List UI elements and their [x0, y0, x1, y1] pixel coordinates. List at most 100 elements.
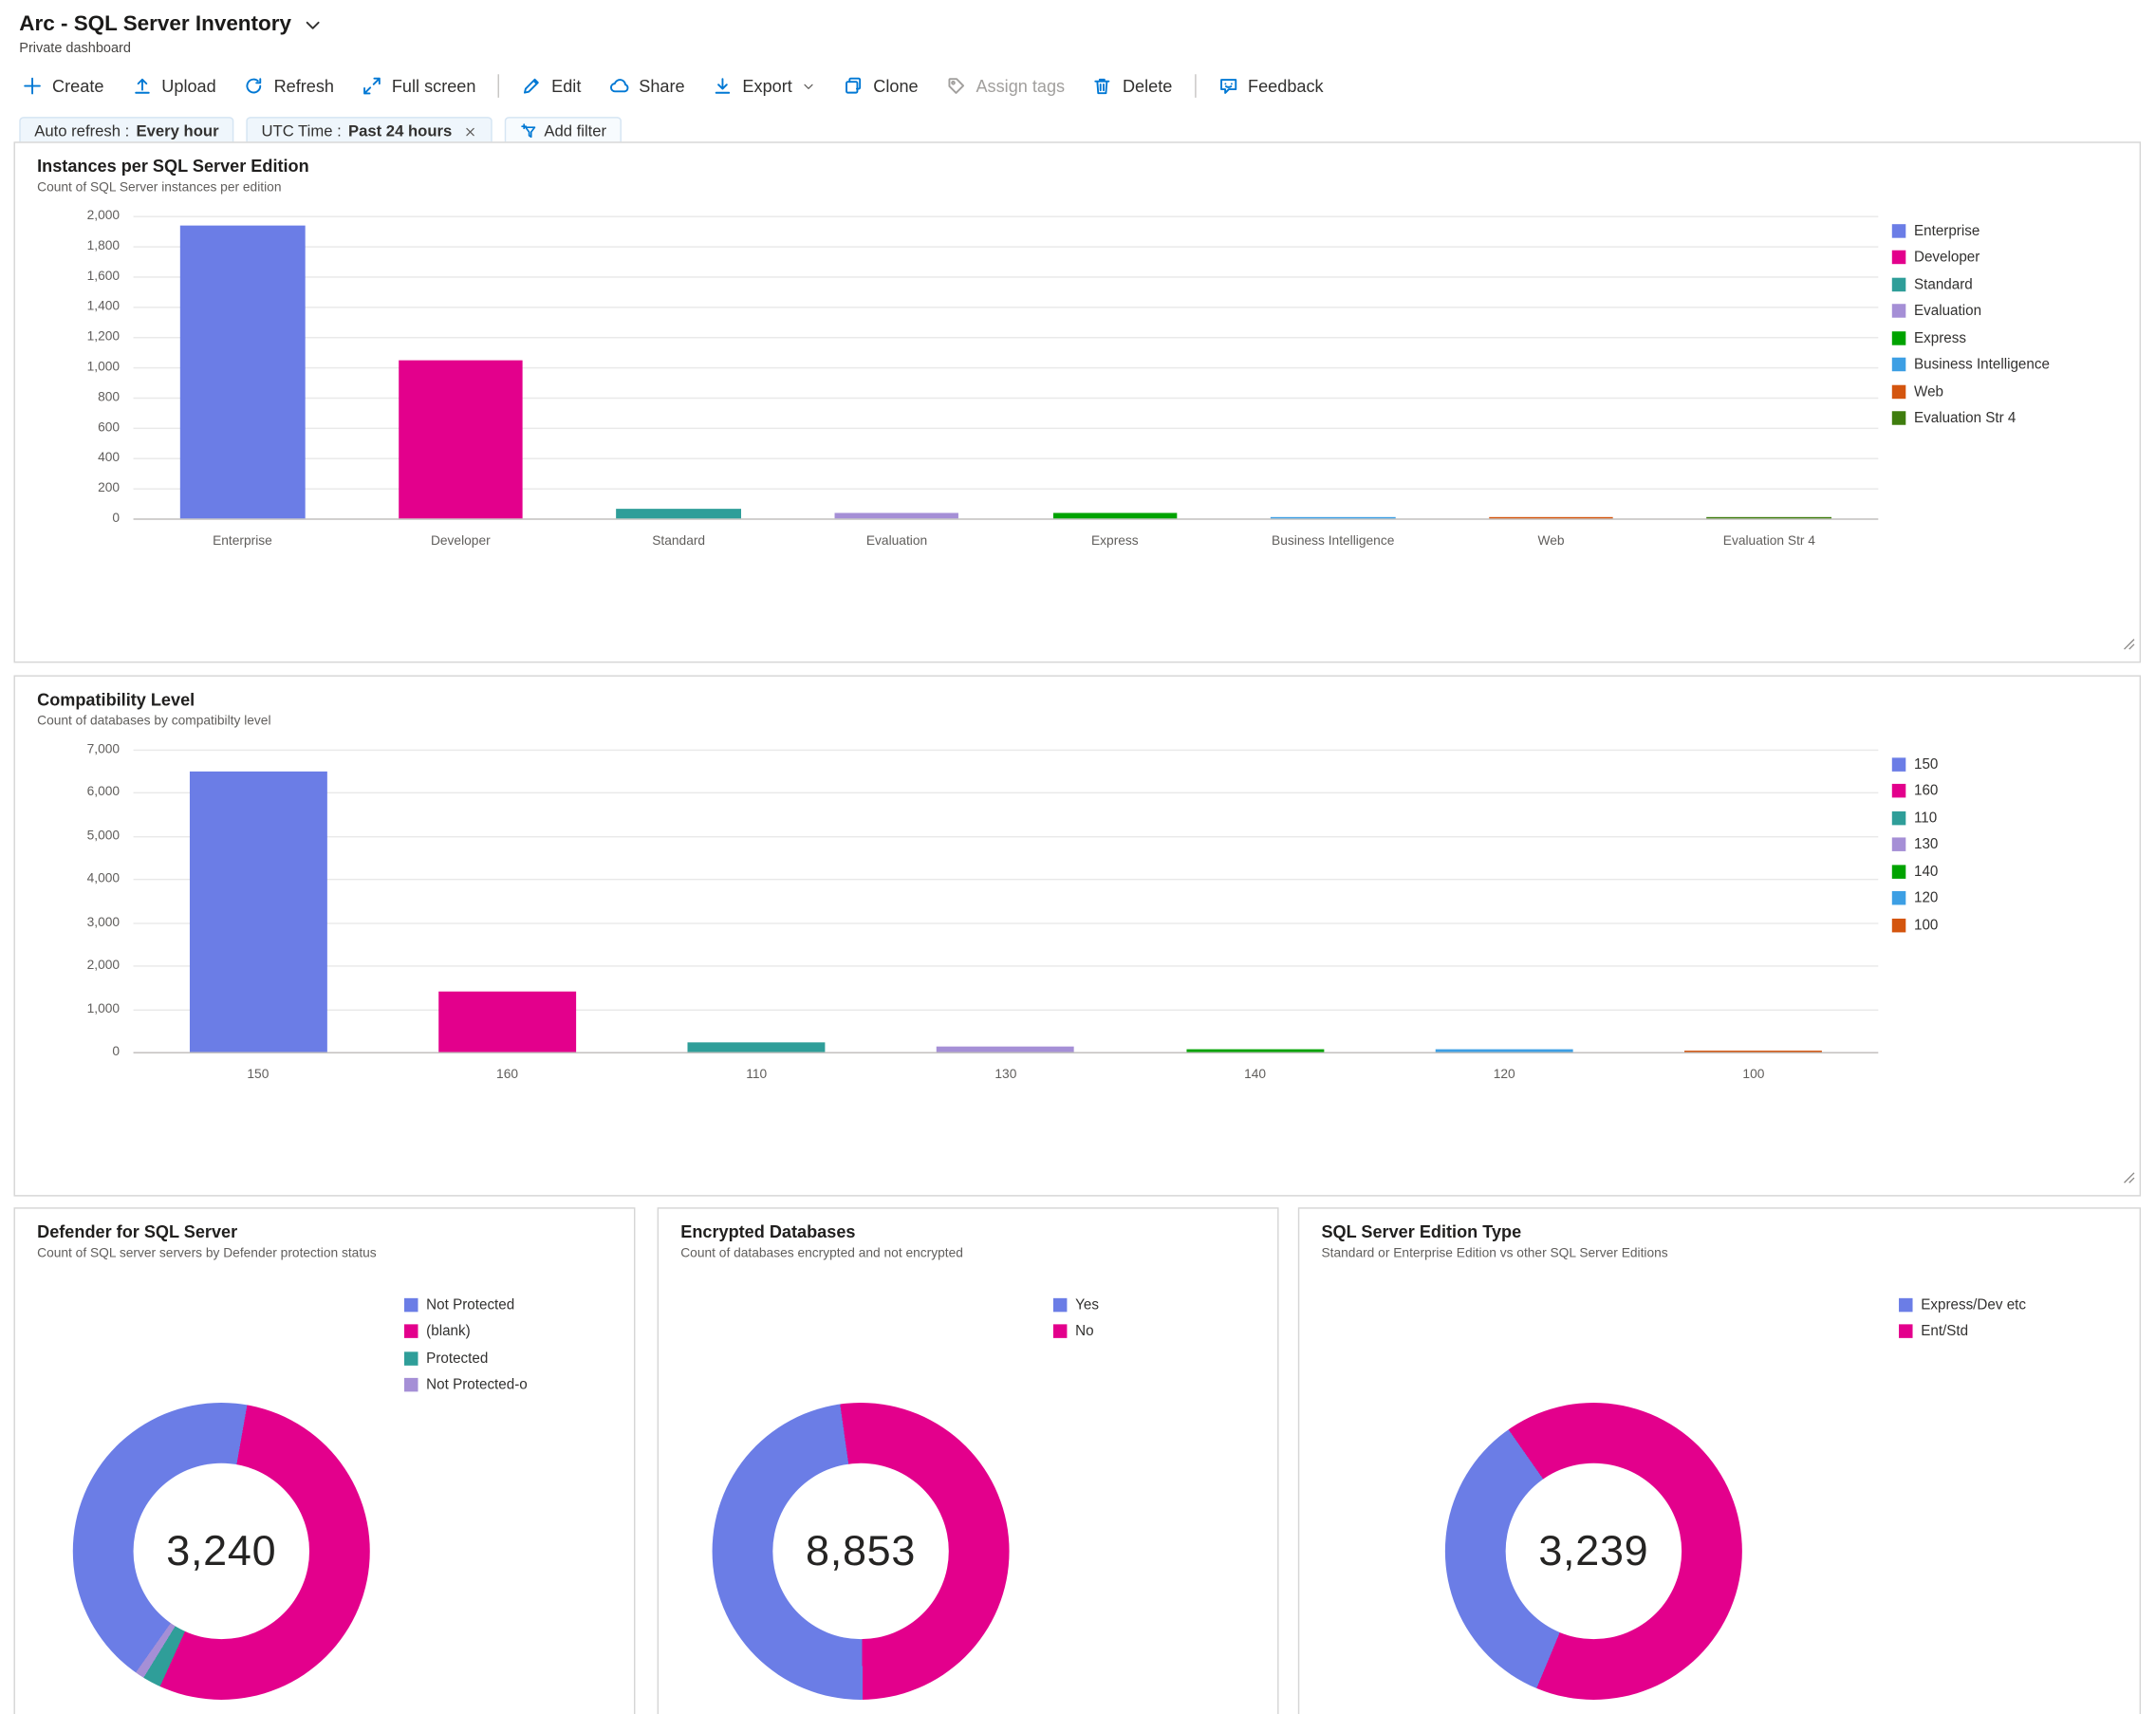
toolbar-share-label: Share: [639, 76, 685, 96]
toolbar-upload-button[interactable]: Upload: [118, 68, 230, 102]
bar-rect[interactable]: [937, 1047, 1075, 1053]
legend-swatch-icon: [1891, 865, 1906, 879]
legend-item[interactable]: 140: [1891, 858, 2126, 885]
legend-item[interactable]: Not Protected: [404, 1292, 528, 1318]
toolbar-create-button[interactable]: Create: [9, 68, 118, 102]
toolbar-feedback-button[interactable]: Feedback: [1204, 68, 1337, 102]
bar-rect[interactable]: [398, 359, 523, 519]
bar-web[interactable]: [1442, 215, 1661, 519]
bar-evaluation-str-4[interactable]: [1660, 215, 1878, 519]
bar-business-intelligence[interactable]: [1224, 215, 1442, 519]
donut-hole: 3,240: [133, 1462, 310, 1640]
bar-110[interactable]: [632, 750, 882, 1053]
bar-160[interactable]: [382, 750, 632, 1053]
bar-enterprise[interactable]: [134, 215, 352, 519]
x-tick-label: Developer: [430, 533, 491, 550]
legend-item[interactable]: (blank): [404, 1318, 528, 1345]
y-tick-label: 1,000: [86, 359, 121, 375]
legend-swatch-icon: [1899, 1324, 1913, 1339]
bar-140[interactable]: [1130, 750, 1380, 1053]
y-tick-label: 1,200: [86, 329, 121, 345]
bar-rect[interactable]: [1052, 512, 1178, 519]
share-icon: [608, 76, 629, 97]
legend-item[interactable]: 160: [1891, 777, 2126, 804]
utc-time-filter-pill[interactable]: UTC Time : Past 24 hours: [246, 117, 493, 146]
bar-120[interactable]: [1380, 750, 1629, 1053]
bar-standard[interactable]: [569, 215, 788, 519]
legend-item[interactable]: Web: [1891, 378, 2126, 404]
bar-evaluation[interactable]: [788, 215, 1006, 519]
toolbar-delete-button[interactable]: Delete: [1079, 68, 1186, 102]
legend-item[interactable]: Evaluation Str 4: [1891, 405, 2126, 432]
bar-rect[interactable]: [438, 991, 577, 1053]
legend-item[interactable]: No: [1052, 1318, 1099, 1345]
chevron-down-icon: [802, 79, 815, 92]
legend-label: 120: [1913, 889, 1939, 907]
legend-swatch-icon: [1891, 837, 1906, 852]
legend-item[interactable]: Express: [1891, 325, 2126, 351]
bar-rect[interactable]: [179, 225, 305, 519]
tile-instances-per-sql-server-edition: Instances per SQL Server Edition Count of…: [13, 141, 2142, 663]
legend-swatch-icon: [1891, 784, 1906, 798]
bar-100[interactable]: [1629, 750, 1879, 1053]
legend-item[interactable]: Ent/Std: [1899, 1318, 2026, 1345]
donut-chart[interactable]: 8,853: [712, 1402, 1010, 1700]
legend-item[interactable]: Evaluation: [1891, 298, 2126, 325]
toolbar-export-button[interactable]: Export: [698, 68, 829, 102]
legend-swatch-icon: [1891, 384, 1906, 399]
tile-encrypted-databases: Encrypted Databases Count of databases en…: [657, 1207, 1279, 1714]
legend-item[interactable]: Express/Dev etc: [1899, 1292, 2026, 1318]
legend-item[interactable]: Developer: [1891, 244, 2126, 270]
legend-item[interactable]: 130: [1891, 831, 2126, 858]
toolbar-refresh-button[interactable]: Refresh: [230, 68, 347, 102]
legend-label: Yes: [1075, 1296, 1099, 1313]
bar-rect[interactable]: [189, 771, 327, 1053]
chart-title: Encrypted Databases: [680, 1222, 856, 1242]
legend-swatch-icon: [1891, 891, 1906, 905]
legend-item[interactable]: Standard: [1891, 270, 2126, 297]
bar-developer[interactable]: [351, 215, 569, 519]
toolbar-fullscreen-button[interactable]: Full screen: [348, 68, 490, 102]
legend-item[interactable]: 100: [1891, 912, 2126, 939]
legend-item[interactable]: 150: [1891, 751, 2126, 777]
bar-rect[interactable]: [1435, 1049, 1573, 1053]
auto-refresh-filter-pill[interactable]: Auto refresh : Every hour: [19, 117, 234, 146]
resize-handle-icon[interactable]: [2123, 1166, 2135, 1191]
bar-rect[interactable]: [1706, 516, 1831, 519]
refresh-icon: [244, 76, 265, 97]
bar-rect[interactable]: [687, 1042, 826, 1053]
gridline: [133, 246, 1879, 248]
toolbar-fullscreen-label: Full screen: [391, 76, 476, 96]
legend-item[interactable]: Not Protected-o: [404, 1371, 528, 1398]
legend-item[interactable]: 110: [1891, 805, 2126, 831]
remove-filter-close-icon[interactable]: [459, 124, 477, 138]
legend-item[interactable]: Business Intelligence: [1891, 351, 2126, 378]
toolbar-share-button[interactable]: Share: [595, 68, 698, 102]
bar-rect[interactable]: [1489, 516, 1614, 519]
bar-express[interactable]: [1006, 215, 1224, 519]
donut-hole: 3,239: [1505, 1462, 1682, 1640]
toolbar-clone-button[interactable]: Clone: [829, 68, 932, 102]
dashboard-switcher-chevron-down-icon[interactable]: [303, 14, 324, 35]
donut-chart[interactable]: 3,240: [72, 1402, 370, 1700]
gridline: [133, 1008, 1879, 1011]
legend-item[interactable]: Yes: [1052, 1292, 1099, 1318]
legend-label: 140: [1913, 863, 1939, 880]
legend-label: Not Protected: [426, 1296, 515, 1313]
tile-compatibility-level: Compatibility Level Count of databases by…: [13, 675, 2142, 1197]
tile-defender-for-sql-server: Defender for SQL Server Count of SQL serv…: [13, 1207, 636, 1714]
legend-item[interactable]: Enterprise: [1891, 217, 2126, 244]
donut-total-value: 8,853: [806, 1526, 917, 1575]
legend-item[interactable]: 120: [1891, 885, 2126, 911]
resize-handle-icon[interactable]: [2123, 633, 2135, 658]
bar-rect[interactable]: [616, 509, 741, 519]
bar-rect[interactable]: [1186, 1048, 1325, 1053]
donut-chart[interactable]: 3,239: [1444, 1402, 1742, 1700]
bar-rect[interactable]: [834, 512, 959, 519]
bar-150[interactable]: [134, 750, 383, 1053]
toolbar-edit-button[interactable]: Edit: [508, 68, 595, 102]
legend-item[interactable]: Protected: [404, 1345, 528, 1371]
bar-rect[interactable]: [1684, 1050, 1823, 1053]
bar-rect[interactable]: [1271, 516, 1396, 519]
bar-130[interactable]: [882, 750, 1131, 1053]
